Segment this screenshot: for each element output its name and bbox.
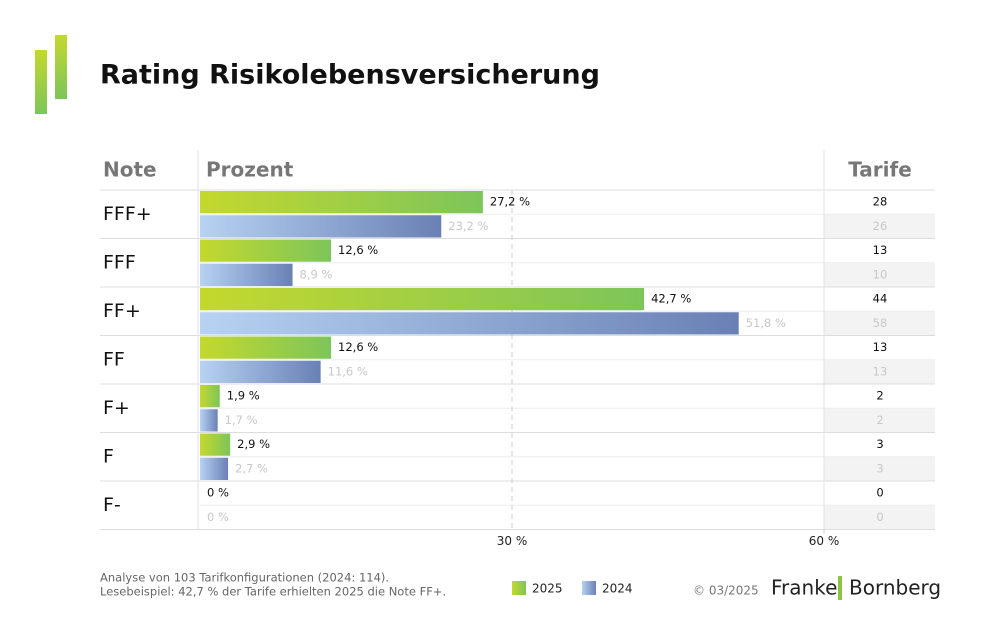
- bar: [200, 457, 229, 480]
- value-label: 51,8 %: [746, 316, 786, 330]
- value-label: 1,9 %: [227, 389, 260, 403]
- brand-divider: [838, 576, 842, 600]
- legend-label: 2024: [602, 582, 633, 596]
- tarife-count: 2: [876, 389, 883, 403]
- chart-title: Rating Risikolebensversicherung: [100, 60, 600, 91]
- tarife-cell-bg: [824, 359, 935, 384]
- bar: [200, 239, 332, 262]
- tarife-cell-bg: [824, 456, 935, 481]
- tarife-count: 0: [876, 486, 883, 500]
- copyright: © 03/2025: [693, 584, 759, 598]
- column-header: Note: [103, 158, 157, 182]
- logo-bar: [55, 35, 67, 99]
- value-label: 27,2 %: [490, 195, 530, 209]
- value-label: 8,9 %: [300, 267, 333, 281]
- tarife-count: 13: [873, 364, 888, 378]
- logo-bar: [35, 50, 47, 114]
- tarife-count: 28: [873, 195, 888, 209]
- tarife-count: 13: [873, 243, 888, 257]
- value-label: 2,9 %: [237, 437, 270, 451]
- note: Analyse von 103 Tarifkonfigurationen (20…: [100, 571, 389, 585]
- category-label: F-: [103, 494, 121, 516]
- value-label: 23,2 %: [448, 219, 488, 233]
- category-label: FF: [103, 348, 125, 370]
- value-label: 12,6 %: [338, 243, 378, 257]
- tarife-count: 2: [876, 413, 883, 427]
- tarife-count: 3: [876, 437, 883, 451]
- brand: Bornberg: [849, 576, 941, 600]
- category-label: F+: [103, 397, 130, 419]
- tarife-count: 44: [873, 292, 888, 306]
- bar: [200, 312, 739, 335]
- value-label: 2,7 %: [235, 461, 268, 475]
- category-label: F: [103, 445, 114, 467]
- tarife-count: 3: [876, 461, 883, 475]
- bar: [200, 191, 483, 214]
- bar: [200, 336, 332, 359]
- bar: [200, 385, 220, 408]
- bar: [200, 288, 645, 311]
- value-label: 12,6 %: [338, 340, 378, 354]
- tarife-cell-bg: [824, 262, 935, 287]
- tarife-cell-bg: [824, 408, 935, 433]
- tarife-count: 58: [873, 316, 888, 330]
- category-label: FFF+: [103, 203, 152, 225]
- tarife-count: 10: [873, 267, 888, 281]
- tarife-count: 13: [873, 340, 888, 354]
- legend-swatch: [582, 581, 596, 595]
- value-label: 0 %: [207, 510, 229, 524]
- x-tick-label: 60 %: [809, 534, 840, 548]
- brand: Franke: [771, 576, 837, 600]
- value-label: 42,7 %: [651, 292, 691, 306]
- tarife-count: 0: [876, 510, 883, 524]
- category-label: FFF: [103, 251, 136, 273]
- legend-swatch: [512, 581, 526, 595]
- column-header: Tarife: [848, 158, 912, 182]
- bar: [200, 215, 442, 238]
- value-label: 1,7 %: [225, 413, 258, 427]
- tarife-cell-bg: [824, 311, 935, 336]
- value-label: 0 %: [207, 486, 229, 500]
- category-label: FF+: [103, 300, 141, 322]
- bar: [200, 409, 218, 432]
- tarife-cell-bg: [824, 505, 935, 530]
- x-tick-label: 30 %: [497, 534, 528, 548]
- value-label: 11,6 %: [328, 364, 368, 378]
- bar: [200, 433, 231, 456]
- bar: [200, 360, 321, 383]
- tarife-count: 26: [873, 219, 888, 233]
- note: Lesebeispiel: 42,7 % der Tarife erhielte…: [100, 585, 446, 599]
- tarife-cell-bg: [824, 214, 935, 239]
- column-header: Prozent: [206, 158, 294, 182]
- legend-label: 2025: [532, 582, 563, 596]
- bar: [200, 263, 293, 286]
